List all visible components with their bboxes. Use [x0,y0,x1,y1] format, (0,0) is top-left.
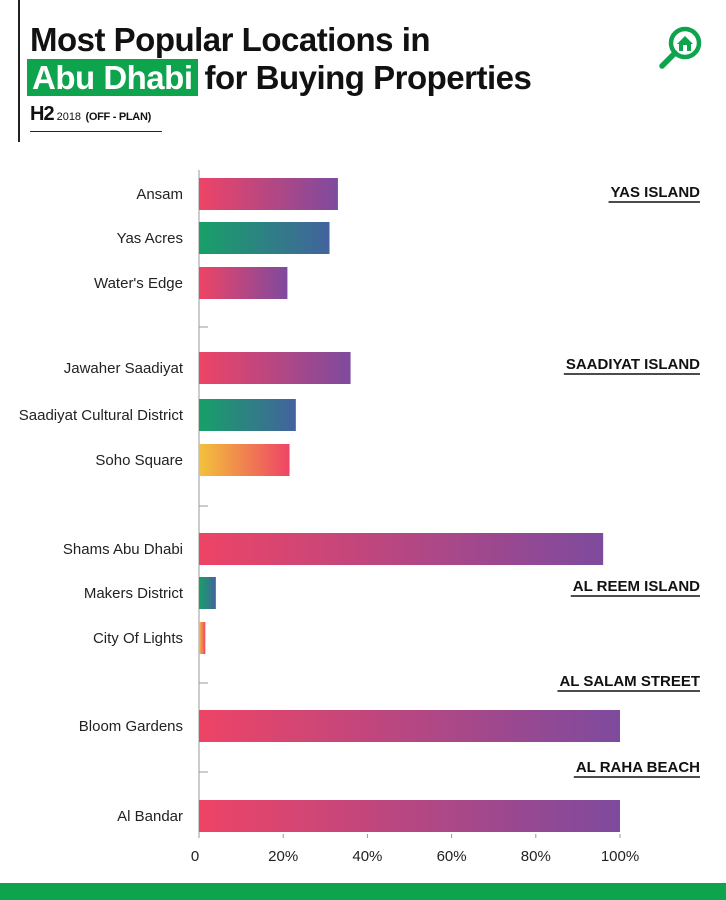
category-label-ansam: Ansam [136,186,183,203]
bar-soho-square [199,444,290,476]
bar-jawaher-saadiyat [199,352,351,384]
subtitle-phase: (OFF - PLAN) [85,111,152,123]
x-tick-label-1: 20% [268,848,298,865]
bar-shams-abu-dhabi [199,533,604,565]
x-tick-label-2: 40% [352,848,382,865]
subtitle-period: H2 [30,103,55,125]
title-text-2: for Buying Properties [204,59,532,96]
subtitle-year: 2018 [56,111,82,123]
group-label-yas-island: YAS ISLAND [611,184,701,201]
bar-saadiyat-cultural-district [199,399,296,431]
bar-chart: Ansam Yas Acres Water's Edge Jawaher Saadiy… [19,170,700,865]
bar-city-of-lights [199,622,206,654]
search-home-icon [659,26,702,69]
group-label-al-raha-beach: AL RAHA BEACH [576,759,700,776]
category-label-makers-district: Makers District [84,585,184,602]
x-tick-label-5: 100% [601,848,639,865]
category-label-water-s-edge: Water's Edge [94,275,183,292]
bar-bloom-gardens [199,710,620,742]
subtitle: H2 2018 (OFF - PLAN) [30,103,162,132]
title-line-1: Most Popular Locations in [30,20,431,60]
group-label-saadiyat-island: SAADIYAT ISLAND [566,356,700,373]
category-label-al-bandar: Al Bandar [117,808,183,825]
x-tick-label-0: 0 [191,848,199,865]
group-label-al-reem-island: AL REEM ISLAND [573,578,700,595]
bar-yas-acres [199,222,330,254]
category-label-soho-square: Soho Square [95,452,183,469]
category-label-yas-acres: Yas Acres [117,230,183,247]
bar-makers-district [199,577,216,609]
category-label-city-of-lights: City Of Lights [93,630,183,647]
bar-al-bandar [199,800,620,832]
header-rule [18,0,20,142]
title-text-1: Most Popular Locations in [30,21,431,58]
chart-marks: Ansam Yas Acres Water's Edge Jawaher Saadiy… [19,170,700,865]
group-label-al-salam-street: AL SALAM STREET [559,673,700,690]
category-label-jawaher-saadiyat: Jawaher Saadiyat [64,360,184,377]
category-label-saadiyat-cultural-district: Saadiyat Cultural District [19,407,184,424]
title-highlight: Abu Dhabi [27,59,199,96]
x-tick-label-4: 80% [521,848,551,865]
category-label-bloom-gardens: Bloom Gardens [79,718,183,735]
x-tick-label-3: 60% [437,848,467,865]
bar-water-s-edge [199,267,288,299]
bottom-band [0,883,726,900]
bar-ansam [199,178,338,210]
category-label-shams-abu-dhabi: Shams Abu Dhabi [63,541,183,558]
title-line-2: Abu Dhabi for Buying Properties [27,58,532,98]
